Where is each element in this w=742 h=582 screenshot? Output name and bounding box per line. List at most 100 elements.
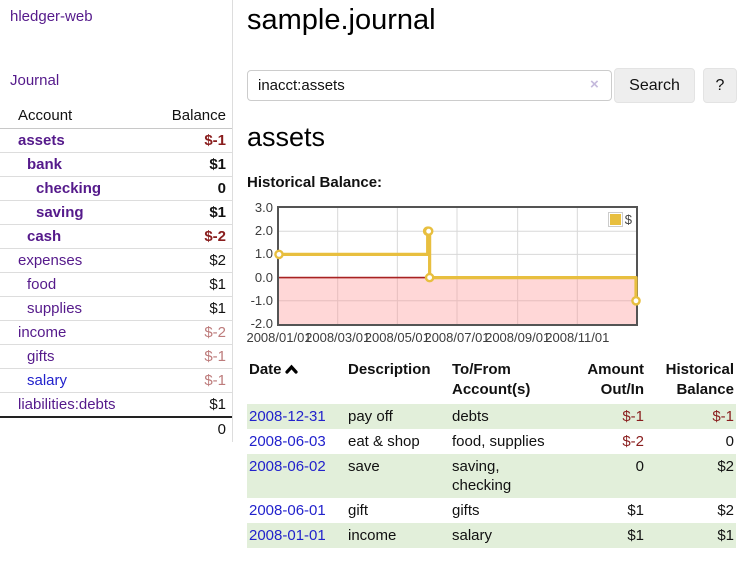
transaction-date-link[interactable]: 2008-12-31 [249,408,326,425]
accounts-total-value: 0 [152,416,232,441]
account-balance: $2 [152,248,232,273]
help-button[interactable]: ? [703,68,737,103]
x-tick-label: 2008/11/01 [545,330,610,345]
account-link[interactable]: gifts [27,348,55,365]
search-button[interactable]: Search [614,68,695,103]
chart-legend: $ [606,211,633,228]
clear-search-icon[interactable]: × [590,76,599,93]
account-link[interactable]: bank [27,156,63,173]
transaction-amount: $1 [627,527,644,544]
main-content: sample.journal × Search ? assets Histori… [246,0,739,582]
account-balance: $1 [152,152,232,177]
transaction-amount: $-2 [622,433,644,450]
accounts-table: Account Balance assets $-1 bank $1 checking 0… [0,104,232,441]
account-row: assets $-1 [0,128,232,153]
transaction-balance: $2 [717,502,734,519]
y-tick-label: 0.0 [254,269,273,285]
transaction-description: eat & shop [348,433,420,450]
historical-balance-chart: 3.0 2.0 1.0 0.0 -1.0 -2.0 $ 2008/01/01 2008/03… [246,200,687,351]
account-balance: $-2 [152,320,232,345]
search-form: × Search ? [247,68,739,103]
transaction-balance: 0 [725,433,734,450]
account-row: supplies $1 [0,296,232,321]
accounts-header-row: Account Balance [0,104,232,129]
transaction-description: save [348,458,380,475]
accounts-header-account: Account [0,104,153,129]
x-tick-label: 2008/07/01 [424,330,490,345]
account-link[interactable]: food [27,276,57,293]
transaction-date-link[interactable]: 2008-01-01 [249,527,326,544]
account-row: cash $-2 [0,224,232,249]
account-balance: $-1 [152,368,232,393]
transaction-balance: $1 [717,527,734,544]
transaction-balance: $2 [717,458,734,475]
account-row: salary $-1 [0,368,232,393]
transaction-accounts: salary [452,527,493,544]
account-link[interactable]: checking [36,180,102,197]
account-link[interactable]: liabilities:debts [18,396,116,413]
transaction-description: gift [348,502,369,519]
account-row: income $-2 [0,320,232,345]
transaction-description: income [348,527,397,544]
transaction-accounts: saving, checking [452,458,512,494]
x-tick-label: 2008/03/01 [305,330,371,345]
sidebar: hledger-web Journal Account Balance asse… [0,0,233,442]
accounts-total-row: 0 [0,416,232,441]
legend-swatch [607,212,623,227]
legend-label: $ [624,212,632,227]
account-link[interactable]: cash [27,228,62,245]
transaction-amount: $-1 [622,408,644,425]
account-link[interactable]: assets [18,132,65,149]
register-row: 2008-01-01 income salary $1 $1 [247,523,736,548]
account-row: saving $1 [0,200,232,225]
register-row: 2008-06-03 eat & shop food, supplies $-2 0 [247,429,736,454]
register-header-accounts: To/From Account(s) [452,361,531,398]
x-tick-label: 2008/01/01 [246,330,312,345]
chart-canvas [274,208,641,324]
register-row: 2008-06-02 save saving, checking 0 $2 [247,454,736,498]
account-row: checking 0 [0,176,232,201]
account-balance: $1 [152,200,232,225]
account-link[interactable]: supplies [27,300,83,317]
legend-swatch-color [609,214,621,225]
transaction-amount: 0 [635,458,644,475]
account-row: food $1 [0,272,232,297]
accounts-total-spacer [0,416,153,441]
y-tick-label: 1.0 [254,246,273,262]
account-row: liabilities:debts $1 [0,392,232,418]
register-row: 2008-06-01 gift gifts $1 $2 [247,498,736,523]
account-link[interactable]: income [18,324,67,341]
account-balance: $-1 [152,344,232,369]
account-title: assets [247,122,326,152]
account-balance: $-2 [152,224,232,249]
x-tick-label: 2008/05/01 [364,330,430,345]
y-tick-label: -1.0 [250,292,273,308]
accounts-header-balance: Balance [152,104,232,129]
transaction-date-link[interactable]: 2008-06-01 [249,502,326,519]
brand-link[interactable]: hledger-web [10,8,93,25]
register-header-row: Date Description To/From Account(s) Amou… [247,356,736,404]
balance-chart-plot[interactable]: $ [274,206,641,326]
transaction-accounts: gifts [452,502,480,519]
transaction-date-link[interactable]: 2008-06-02 [249,458,326,475]
transaction-date-link[interactable]: 2008-06-03 [249,433,326,450]
search-input[interactable] [247,70,612,101]
register-header-amount: Amount Out/In [587,361,644,398]
account-balance: 0 [152,176,232,201]
x-tick-label: 2008/09/01 [485,330,551,345]
account-row: bank $1 [0,152,232,177]
account-balance: $-1 [152,128,232,153]
account-link[interactable]: saving [36,204,84,221]
register-header-date-label: Date [249,361,282,378]
y-tick-label: -2.0 [250,316,273,331]
sort-ascending-icon [284,364,298,374]
account-link[interactable]: salary [27,372,68,389]
register-header-date[interactable]: Date [247,356,346,404]
chart-title: Historical Balance: [247,174,383,191]
transaction-balance: $-1 [712,408,734,425]
y-tick-label: 2.0 [254,223,273,239]
account-row: expenses $2 [0,248,232,273]
sidebar-item-journal[interactable]: Journal [10,72,60,89]
account-link[interactable]: expenses [18,252,83,269]
